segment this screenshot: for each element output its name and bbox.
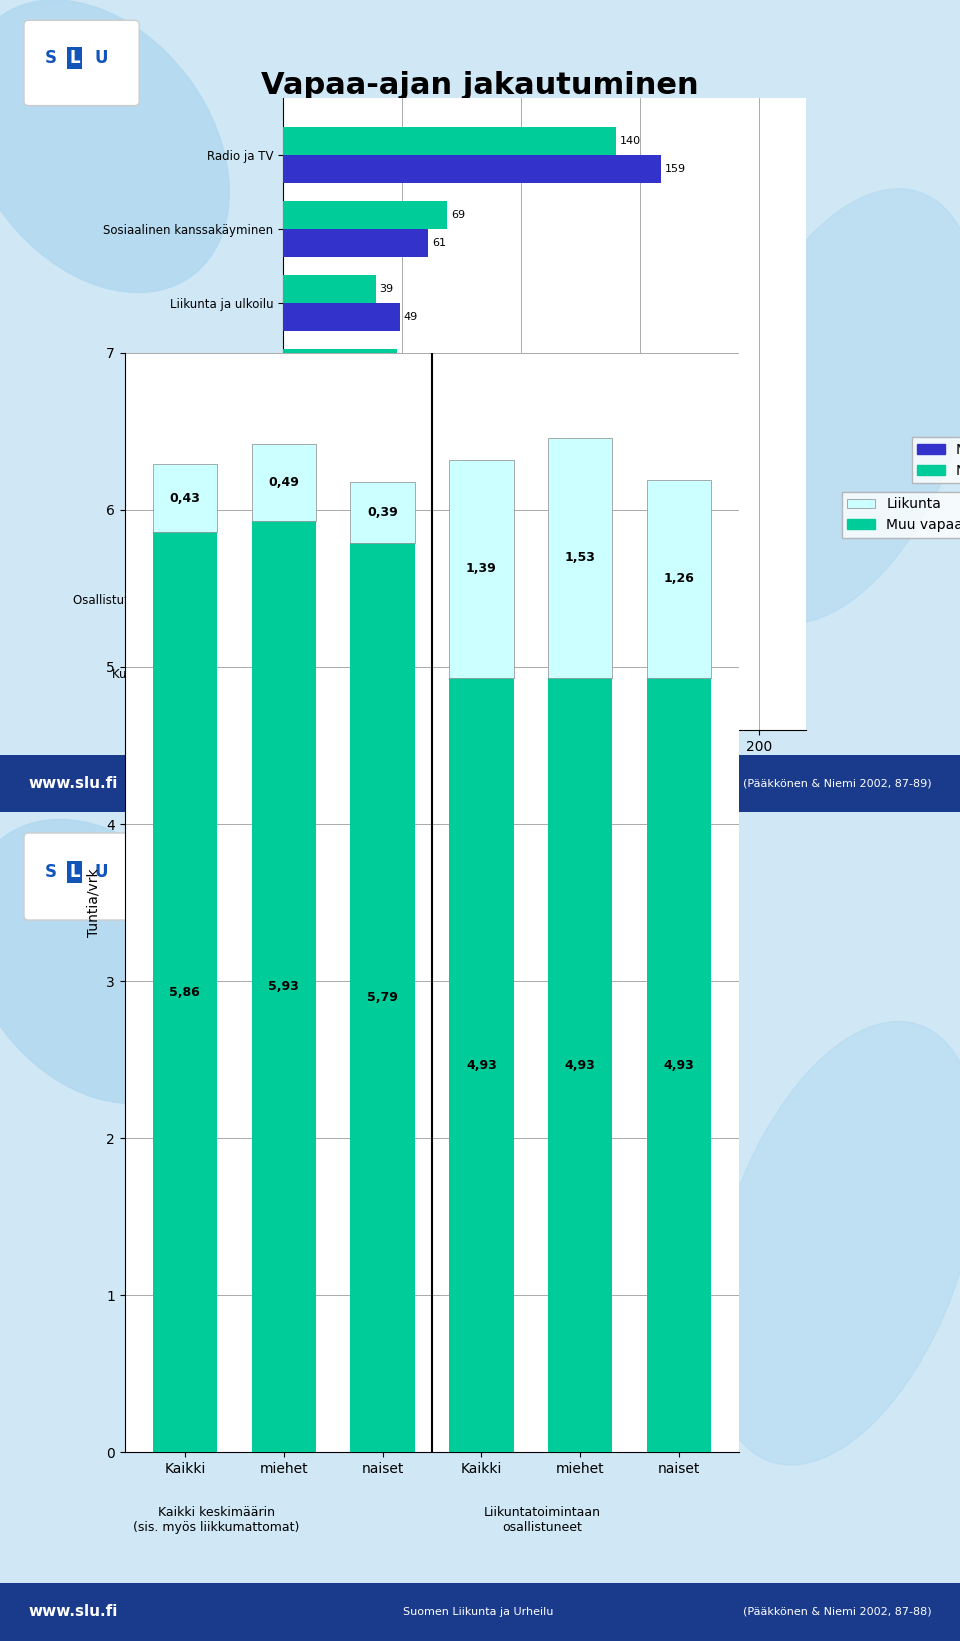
Ellipse shape bbox=[710, 189, 960, 624]
Bar bbox=[252, 520, 316, 1452]
Bar bbox=[283, 599, 304, 627]
Text: U: U bbox=[94, 863, 108, 881]
Bar bbox=[283, 497, 340, 525]
Bar bbox=[548, 678, 612, 1452]
Bar bbox=[449, 678, 514, 1452]
Bar bbox=[283, 525, 343, 553]
Bar bbox=[283, 377, 386, 405]
FancyBboxPatch shape bbox=[24, 834, 139, 921]
Text: 26: 26 bbox=[348, 432, 363, 443]
Bar bbox=[283, 276, 376, 304]
Text: Vapaa-ajan jakautuminen: Vapaa-ajan jakautuminen bbox=[261, 71, 699, 100]
Text: 33: 33 bbox=[365, 461, 379, 471]
Bar bbox=[350, 543, 415, 1452]
Text: (Pääkkönen & Niemi 2002, 87-88): (Pääkkönen & Niemi 2002, 87-88) bbox=[743, 1607, 931, 1616]
Text: 5,86: 5,86 bbox=[170, 986, 201, 999]
Bar bbox=[283, 350, 397, 377]
Bar bbox=[350, 481, 415, 543]
Text: 24: 24 bbox=[344, 507, 358, 517]
Text: 0,43: 0,43 bbox=[169, 492, 201, 504]
Text: S: S bbox=[45, 863, 58, 881]
Bar bbox=[283, 451, 362, 479]
Text: S: S bbox=[45, 49, 58, 67]
Text: 1,53: 1,53 bbox=[564, 551, 596, 565]
Text: 39: 39 bbox=[379, 284, 394, 294]
Bar bbox=[548, 438, 612, 678]
Text: Liikunnan määrä vapaa-ajasta: Liikunnan määrä vapaa-ajasta bbox=[221, 884, 739, 914]
Text: L: L bbox=[69, 49, 80, 67]
Text: Liikuntatoimintaan
osallistuneet: Liikuntatoimintaan osallistuneet bbox=[484, 1506, 601, 1534]
X-axis label: min/vrk: min/vrk bbox=[518, 760, 571, 773]
Text: 4,93: 4,93 bbox=[466, 1058, 497, 1072]
Text: U: U bbox=[94, 49, 108, 67]
Ellipse shape bbox=[0, 0, 229, 292]
Text: 4,93: 4,93 bbox=[564, 1058, 595, 1072]
Text: 1,26: 1,26 bbox=[663, 573, 695, 586]
Text: 5,79: 5,79 bbox=[367, 991, 398, 1004]
Bar bbox=[283, 645, 302, 673]
Bar bbox=[647, 678, 711, 1452]
Bar bbox=[153, 464, 217, 532]
Text: 0,49: 0,49 bbox=[268, 476, 300, 489]
Text: 5,93: 5,93 bbox=[269, 980, 300, 993]
Bar bbox=[647, 481, 711, 678]
Ellipse shape bbox=[710, 1021, 960, 1465]
Bar bbox=[283, 571, 304, 599]
Ellipse shape bbox=[0, 819, 227, 1103]
Text: 4,93: 4,93 bbox=[663, 1058, 694, 1072]
FancyBboxPatch shape bbox=[0, 755, 960, 812]
Text: Suomen Liikunta ja Urheilu: Suomen Liikunta ja Urheilu bbox=[403, 1607, 554, 1616]
Text: 48: 48 bbox=[401, 358, 415, 368]
Text: 61: 61 bbox=[432, 238, 445, 248]
FancyBboxPatch shape bbox=[24, 20, 139, 105]
FancyBboxPatch shape bbox=[0, 1584, 960, 1641]
Bar bbox=[283, 230, 428, 258]
Text: 9: 9 bbox=[308, 581, 315, 591]
Legend: Miehet, Naiset: Miehet, Naiset bbox=[912, 437, 960, 482]
Bar bbox=[449, 459, 514, 678]
Bar bbox=[283, 304, 399, 331]
Text: 8: 8 bbox=[306, 655, 313, 665]
Text: 9: 9 bbox=[308, 609, 315, 619]
Text: 49: 49 bbox=[403, 312, 418, 322]
Text: Suomen Liikunta ja Urheilu: Suomen Liikunta ja Urheilu bbox=[403, 779, 554, 789]
Bar bbox=[252, 445, 316, 520]
Bar bbox=[283, 126, 616, 156]
Text: 43: 43 bbox=[389, 386, 403, 397]
Legend: Liikunta, Muu vapaa-aika: Liikunta, Muu vapaa-aika bbox=[842, 492, 960, 538]
Text: Kaikki keskimäärin
(sis. myös liikkumattomat): Kaikki keskimäärin (sis. myös liikkumatt… bbox=[132, 1506, 300, 1534]
Bar bbox=[283, 423, 345, 451]
Text: 0,39: 0,39 bbox=[367, 505, 398, 519]
Bar bbox=[153, 532, 217, 1452]
Text: (Pääkkönen & Niemi 2002, 87-89): (Pääkkönen & Niemi 2002, 87-89) bbox=[743, 779, 931, 789]
Text: www.slu.fi: www.slu.fi bbox=[29, 776, 118, 791]
Bar bbox=[283, 202, 447, 230]
Text: 159: 159 bbox=[665, 164, 686, 174]
Y-axis label: Tuntia/vrk: Tuntia/vrk bbox=[86, 868, 101, 937]
Text: 8: 8 bbox=[306, 683, 313, 693]
Text: 140: 140 bbox=[620, 136, 641, 146]
Text: 25: 25 bbox=[347, 535, 360, 545]
Text: L: L bbox=[69, 863, 80, 881]
Text: 69: 69 bbox=[451, 210, 465, 220]
Bar bbox=[283, 673, 302, 702]
Bar bbox=[283, 156, 661, 184]
Text: 1,39: 1,39 bbox=[466, 563, 497, 576]
Text: www.slu.fi: www.slu.fi bbox=[29, 1605, 118, 1620]
